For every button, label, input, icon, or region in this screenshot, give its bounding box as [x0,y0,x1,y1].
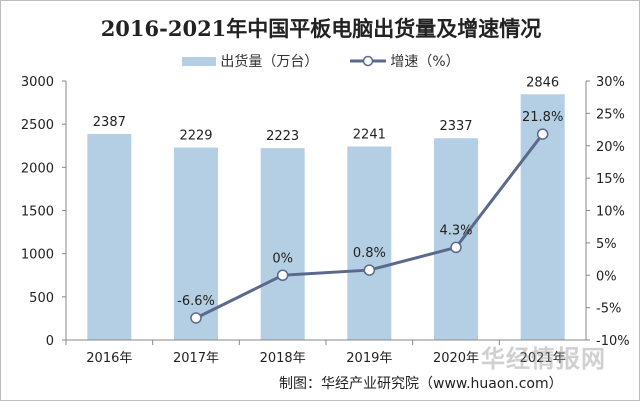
right-tick-label: 30% [596,75,625,90]
legend-item-shipments: 出货量（万台） [182,51,318,71]
growth-data-label: 21.8% [522,110,563,125]
growth-data-label: 0.8% [353,246,386,261]
growth-point [190,312,202,324]
legend-swatch-line [350,55,387,67]
right-tick-label: 15% [596,172,625,187]
left-tick-label: 1500 [21,205,54,220]
x-tick-label: 2021年 [520,351,566,366]
bar [347,146,392,340]
growth-point [363,264,376,276]
left-tick-label: 0 [46,334,54,349]
right-tick-label: -10% [596,334,630,349]
watermark-logo: 华经情报网 [481,345,606,373]
x-tick-label: 2018年 [260,351,306,366]
left-tick-label: 1000 [21,248,54,263]
legend-label: 出货量（万台） [220,54,319,70]
right-tick-label: -5% [596,302,621,317]
right-tick-label: 20% [596,140,625,155]
growth-data-label: -6.6% [177,294,215,309]
left-tick-label: 2500 [21,118,54,133]
left-tick-label: 2000 [21,161,54,176]
x-tick-label: 2019年 [346,351,392,366]
bar [174,147,218,340]
right-tick-label: 0% [596,269,617,284]
left-tick-label: 500 [29,291,54,306]
x-tick-label: 2016年 [86,351,132,366]
growth-point [276,269,289,281]
bar-data-label: 2241 [353,128,386,143]
legend-swatch-bar [182,56,217,66]
legend-item-growth: 增速（%） [350,51,460,71]
chart-title: 2016-2021年中国平板电脑出货量及增速情况 [100,16,542,41]
growth-point [536,128,549,140]
source-note: 制图：华经产业研究院（www.huaon.com） [279,376,563,392]
x-tick-label: 2020年 [433,351,479,366]
growth-data-label: 0% [272,251,293,266]
right-tick-label: 5% [596,237,617,252]
growth-point [450,241,462,254]
left-tick-label: 3000 [21,75,54,90]
growth-data-label: 4.3% [439,223,472,238]
bar [434,138,478,340]
x-tick-label: 2017年 [173,351,219,366]
legend: 出货量（万台） 增速（%） [1,51,639,71]
bar [260,148,305,340]
bar-data-label: 2337 [439,119,472,134]
bar-data-label: 2846 [526,75,559,90]
bar-data-label: 2229 [179,129,212,144]
bar-data-label: 2223 [266,129,299,144]
bar-data-label: 2387 [93,115,126,130]
legend-label: 增速（%） [390,54,460,70]
right-tick-label: 25% [596,107,625,122]
bar [87,133,132,340]
right-tick-label: 10% [596,205,625,220]
